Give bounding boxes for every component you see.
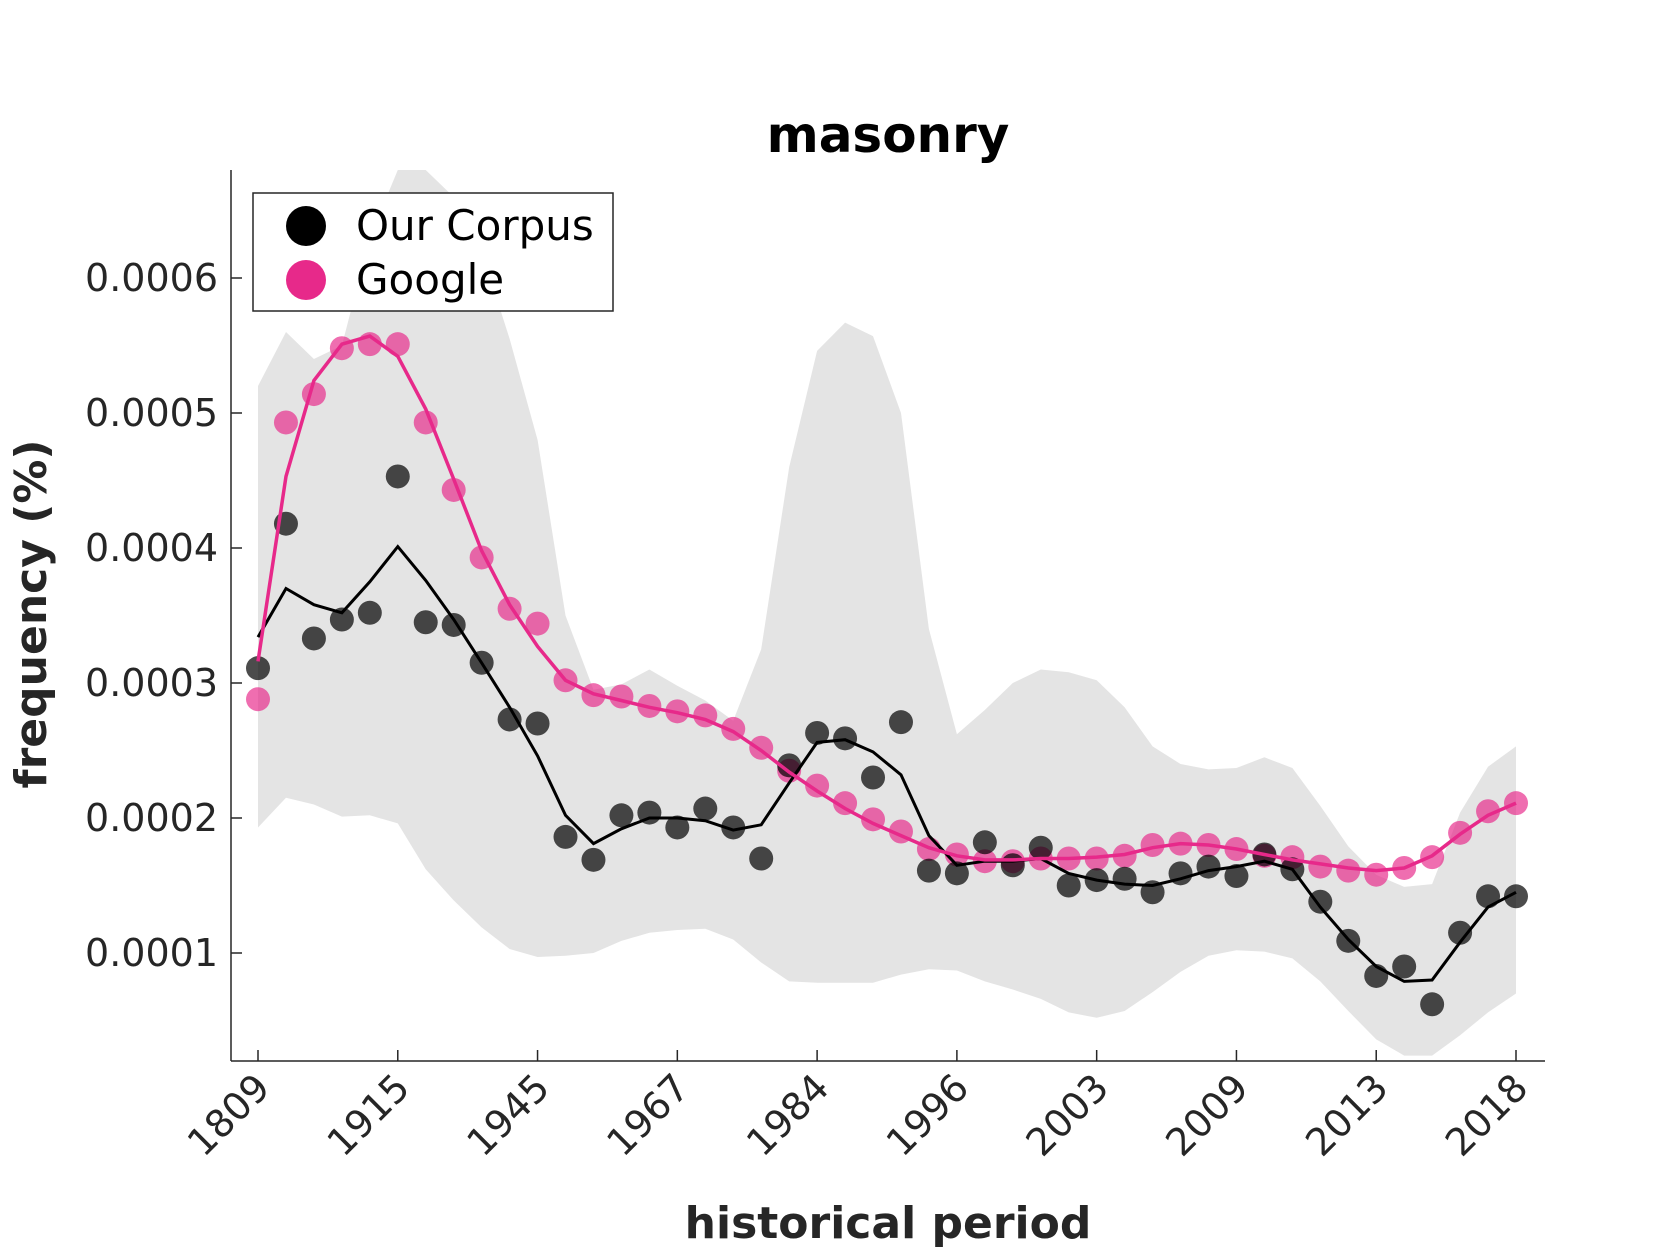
our-corpus-point bbox=[888, 710, 913, 735]
legend-marker-our-corpus bbox=[286, 206, 326, 246]
x-axis-title: historical period bbox=[685, 1198, 1092, 1249]
our-corpus-point bbox=[1420, 992, 1445, 1017]
y-tick-label: 0.0001 bbox=[85, 931, 218, 975]
legend-label-google: Google bbox=[356, 255, 504, 304]
chart-title: masonry bbox=[767, 106, 1010, 164]
our-corpus-point bbox=[749, 846, 774, 871]
our-corpus-point bbox=[721, 815, 746, 840]
y-tick-label: 0.0004 bbox=[85, 526, 218, 570]
google-point bbox=[833, 791, 858, 816]
our-corpus-point bbox=[1028, 835, 1053, 860]
y-tick-label: 0.0002 bbox=[85, 796, 218, 840]
our-corpus-point bbox=[609, 803, 634, 828]
our-corpus-point bbox=[944, 861, 969, 886]
x-tick-label: 1945 bbox=[458, 1065, 558, 1165]
our-corpus-point bbox=[972, 830, 997, 855]
our-corpus-point bbox=[665, 815, 690, 840]
x-ticks: 1809 1915 1945 1967 1984 1996 2003 2009 2013 2018 bbox=[179, 1050, 1537, 1165]
our-corpus-point bbox=[1196, 854, 1221, 879]
x-tick-label: 2018 bbox=[1437, 1065, 1537, 1165]
our-corpus-point bbox=[861, 765, 886, 790]
google-point bbox=[273, 410, 298, 435]
x-tick-label: 2003 bbox=[1018, 1065, 1118, 1165]
our-corpus-point bbox=[357, 600, 382, 625]
our-corpus-point bbox=[329, 607, 354, 632]
google-point bbox=[1140, 833, 1165, 857]
legend: Our Corpus Google bbox=[252, 192, 614, 312]
our-corpus-point bbox=[413, 610, 438, 635]
x-tick-label: 1967 bbox=[598, 1065, 698, 1165]
google-smoothed-line bbox=[256, 334, 1517, 873]
google-point bbox=[805, 773, 830, 798]
our-corpus-point bbox=[1308, 889, 1333, 914]
our-corpus-point bbox=[693, 796, 718, 821]
our-corpus-point bbox=[385, 464, 410, 489]
our-corpus-smoothed-line bbox=[256, 544, 1517, 983]
our-corpus-point bbox=[1392, 954, 1417, 979]
google-point bbox=[1308, 854, 1333, 879]
x-tick-label: 1996 bbox=[878, 1065, 978, 1165]
our-corpus-point bbox=[1504, 884, 1528, 909]
y-ticks: 0.0001 0.0002 0.0003 0.0004 0.0005 0.0006 bbox=[85, 256, 242, 975]
our-corpus-point bbox=[497, 707, 522, 732]
our-corpus-point bbox=[1476, 884, 1501, 909]
y-tick-label: 0.0006 bbox=[85, 256, 218, 300]
our-corpus-point bbox=[1000, 853, 1025, 878]
plot-area bbox=[246, 170, 1528, 1056]
google-point bbox=[1364, 862, 1389, 887]
our-corpus-point bbox=[1056, 873, 1081, 898]
google-point bbox=[385, 332, 410, 357]
y-tick-label: 0.0003 bbox=[85, 661, 218, 705]
google-point bbox=[246, 687, 270, 712]
y-tick-label: 0.0005 bbox=[85, 391, 218, 435]
x-tick-label: 1915 bbox=[319, 1065, 419, 1165]
our-corpus-point bbox=[525, 711, 550, 736]
our-corpus-point bbox=[1224, 864, 1249, 889]
our-corpus-point bbox=[553, 824, 578, 849]
x-tick-label: 1984 bbox=[738, 1065, 838, 1165]
x-tick-label: 2009 bbox=[1157, 1065, 1257, 1165]
legend-marker-google bbox=[286, 260, 326, 300]
legend-label-our-corpus: Our Corpus bbox=[356, 201, 594, 250]
our-corpus-point bbox=[1448, 920, 1473, 945]
google-point bbox=[525, 611, 550, 636]
x-tick-label: 1809 bbox=[179, 1065, 279, 1165]
google-point bbox=[609, 684, 634, 709]
x-tick-label: 2013 bbox=[1297, 1065, 1397, 1165]
our-corpus-point bbox=[301, 626, 326, 651]
our-corpus-point bbox=[777, 753, 802, 778]
our-corpus-point bbox=[1112, 866, 1137, 891]
our-corpus-point bbox=[805, 720, 830, 745]
our-corpus-point bbox=[581, 847, 606, 872]
our-corpus-point bbox=[246, 656, 270, 681]
google-point bbox=[1336, 858, 1361, 883]
our-corpus-point bbox=[916, 858, 941, 883]
y-axis-title: frequency (%) bbox=[6, 439, 57, 788]
